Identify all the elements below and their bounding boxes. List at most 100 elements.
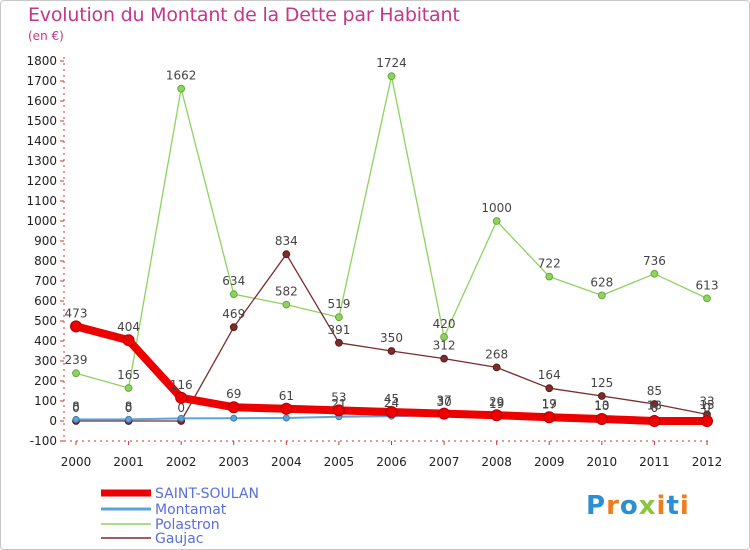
legend-label-gaujac: Gaujac xyxy=(155,531,203,547)
data-point-saint-soulan xyxy=(490,409,503,422)
y-tick-label: 400 xyxy=(34,334,57,348)
x-tick-label: 2008 xyxy=(481,455,512,469)
data-label-saint-soulan: 53 xyxy=(331,390,346,404)
y-tick-label: 1300 xyxy=(26,154,57,168)
data-point-gaujac xyxy=(440,354,448,363)
data-label-gaujac: 0 xyxy=(72,401,80,415)
data-point-saint-soulan xyxy=(648,415,661,427)
data-point-polastron xyxy=(72,369,80,378)
y-tick-label: 1700 xyxy=(26,74,57,88)
logo-letter: P xyxy=(586,491,607,521)
x-tick-label: 2011 xyxy=(639,455,670,469)
logo-letter: i xyxy=(656,491,667,521)
data-point-saint-soulan xyxy=(543,411,556,424)
data-point-polastron xyxy=(229,290,238,299)
data-label-gaujac: 834 xyxy=(275,234,298,248)
data-label-polastron: 1724 xyxy=(376,56,407,70)
data-point-saint-soulan xyxy=(332,404,345,417)
logo-letter: r xyxy=(606,491,620,521)
data-point-saint-soulan xyxy=(280,402,293,415)
y-tick-label: 1100 xyxy=(26,194,57,208)
data-label-gaujac: 391 xyxy=(327,323,350,337)
y-tick-label: -100 xyxy=(30,434,57,448)
chart-title: Evolution du Montant de la Dette par Hab… xyxy=(28,4,460,26)
y-tick-label: 1500 xyxy=(26,114,57,128)
data-label-gaujac: 125 xyxy=(590,376,613,390)
data-point-saint-soulan xyxy=(227,401,240,414)
y-tick-label: 200 xyxy=(34,374,57,388)
legend-label-montamat: Montamat xyxy=(155,502,227,518)
x-tick-label: 2000 xyxy=(61,455,92,469)
data-point-montamat xyxy=(282,414,290,422)
y-tick-label: 600 xyxy=(34,294,57,308)
data-label-montamat: 21 xyxy=(331,397,346,411)
data-point-saint-soulan xyxy=(438,407,451,420)
data-label-gaujac: 164 xyxy=(538,368,561,382)
data-label-montamat: 13 xyxy=(647,398,662,412)
y-tick-label: 300 xyxy=(34,354,57,368)
data-label-polastron: 420 xyxy=(433,317,456,331)
data-label-polastron: 239 xyxy=(65,353,88,367)
data-label-polastron: 634 xyxy=(222,274,245,288)
y-tick-label: 1200 xyxy=(26,174,57,188)
data-label-polastron: 736 xyxy=(643,254,666,268)
data-label-polastron: 628 xyxy=(590,275,613,289)
data-label-gaujac: 312 xyxy=(433,339,456,353)
data-label-montamat: 24 xyxy=(384,396,399,410)
data-point-saint-soulan xyxy=(595,413,608,425)
data-point-polastron xyxy=(492,217,501,225)
data-point-polastron xyxy=(282,300,291,309)
data-point-polastron xyxy=(177,84,186,93)
y-tick-label: 700 xyxy=(34,274,57,288)
y-tick-label: 500 xyxy=(34,314,57,328)
y-tick-label: 800 xyxy=(34,254,57,268)
x-tick-label: 2006 xyxy=(376,455,407,469)
x-tick-label: 2012 xyxy=(692,455,723,469)
y-tick-label: 1800 xyxy=(26,54,57,68)
data-label-saint-soulan: 69 xyxy=(226,387,241,401)
data-point-saint-soulan xyxy=(701,415,713,427)
data-label-gaujac: 469 xyxy=(222,307,245,321)
x-tick-label: 2010 xyxy=(587,455,618,469)
data-point-polastron xyxy=(124,384,133,392)
data-label-saint-soulan: 61 xyxy=(279,389,294,403)
y-tick-label: 1400 xyxy=(26,134,57,148)
data-label-polastron: 613 xyxy=(696,278,719,292)
data-point-montamat xyxy=(177,414,185,422)
data-label-montamat: 8 xyxy=(125,399,133,413)
data-point-gaujac xyxy=(597,392,606,400)
logo-letter: i xyxy=(679,491,690,521)
x-tick-label: 2003 xyxy=(218,455,249,469)
data-label-gaujac: 85 xyxy=(647,384,662,398)
chart-unit: (en €) xyxy=(28,29,64,43)
y-tick-label: 1600 xyxy=(26,94,57,108)
data-label-gaujac: 268 xyxy=(485,347,508,361)
data-label-saint-soulan: 19 xyxy=(542,397,557,411)
data-label-montamat: 8 xyxy=(72,399,80,413)
data-point-saint-soulan xyxy=(70,320,82,333)
data-label-montamat: 30 xyxy=(436,395,451,409)
data-point-gaujac xyxy=(387,347,396,355)
data-point-montamat xyxy=(125,415,133,423)
data-point-polastron xyxy=(387,72,396,81)
data-point-montamat xyxy=(230,414,238,422)
y-tick-label: 1000 xyxy=(26,214,57,228)
data-label-montamat: 19 xyxy=(489,397,504,411)
y-tick-label: 0 xyxy=(49,414,57,428)
x-tick-label: 2007 xyxy=(429,455,460,469)
logo-letter: x xyxy=(638,491,657,521)
y-tick-label: 100 xyxy=(34,394,57,408)
legend-label-polastron: Polastron xyxy=(155,517,220,533)
x-tick-label: 2005 xyxy=(324,455,355,469)
data-point-polastron xyxy=(597,291,606,300)
data-point-saint-soulan xyxy=(385,406,398,418)
logo-letter: t xyxy=(666,491,680,521)
data-point-gaujac xyxy=(492,363,501,372)
data-point-saint-soulan xyxy=(175,391,188,404)
data-label-polastron: 722 xyxy=(538,257,561,271)
data-label-saint-soulan: 404 xyxy=(117,320,140,334)
data-label-saint-soulan: 10 xyxy=(594,399,609,413)
data-label-saint-soulan: 45 xyxy=(384,392,399,406)
data-label-saint-soulan: 29 xyxy=(489,395,504,409)
